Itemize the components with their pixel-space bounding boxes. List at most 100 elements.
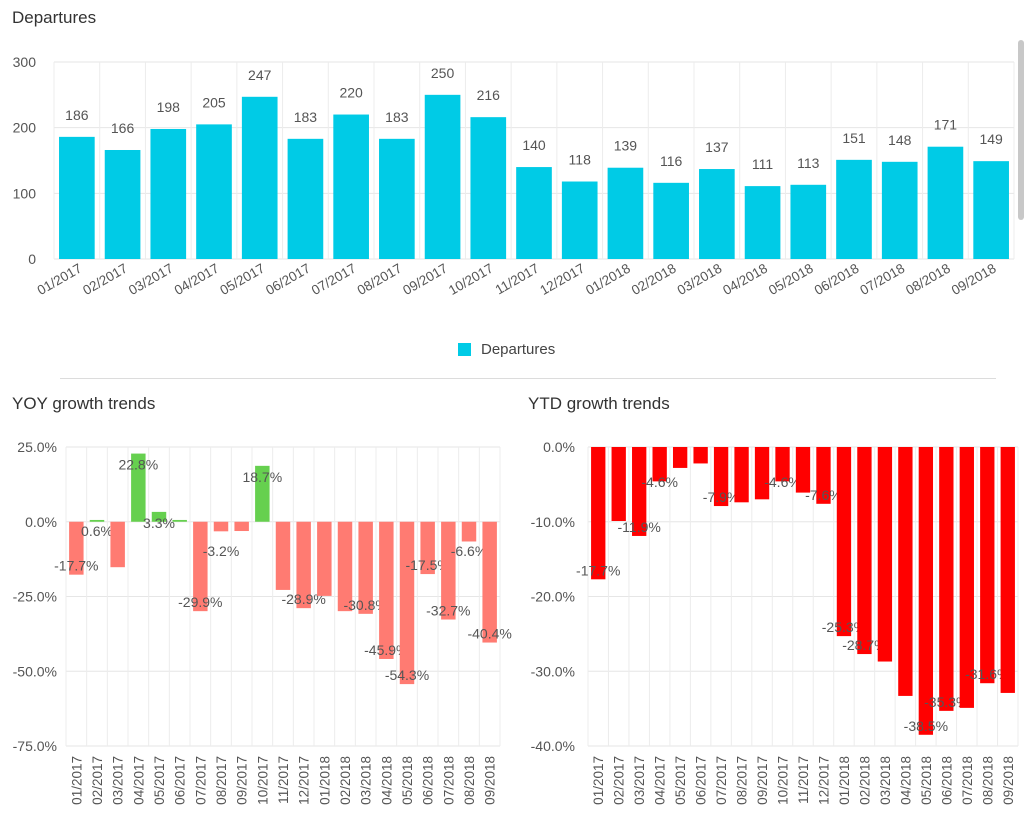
data-label: 216: [477, 87, 501, 103]
y-tick-label: 0: [28, 251, 36, 267]
data-label: -38.5%: [904, 718, 948, 734]
bar: [317, 521, 332, 596]
x-tick-label: 07/2017: [193, 756, 208, 805]
data-label: -45.9%: [364, 642, 408, 658]
y-tick-label: 25.0%: [17, 439, 57, 455]
x-tick-label: 02/2018: [857, 756, 872, 805]
data-label: 0.6%: [81, 523, 113, 539]
data-label: 113: [797, 155, 820, 171]
bar: [234, 521, 249, 532]
bar: [790, 184, 827, 259]
data-label: -17.7%: [576, 562, 620, 578]
x-tick-label: 10/2017: [255, 756, 270, 805]
bar: [816, 447, 831, 504]
bar: [980, 447, 995, 684]
bar: [836, 159, 872, 259]
data-label: 198: [157, 99, 181, 115]
data-label: -25.3%: [822, 619, 866, 635]
x-tick-label: 07/2018: [441, 756, 456, 805]
x-tick-label: 12/2017: [816, 756, 831, 805]
data-label: -6.6%: [451, 543, 488, 559]
bar: [193, 521, 208, 612]
bar: [959, 447, 974, 708]
x-tick-label: 04/2018: [379, 756, 394, 805]
bar: [713, 447, 729, 507]
x-tick-label: 05/2017: [217, 261, 267, 298]
data-label: 186: [65, 107, 89, 123]
y-tick-label: 200: [13, 120, 37, 136]
x-tick-label: 02/2017: [612, 756, 627, 805]
x-tick-label: 04/2017: [653, 756, 668, 805]
x-tick-label: 01/2017: [591, 756, 606, 805]
x-tick-label: 09/2017: [755, 756, 770, 805]
x-tick-label: 11/2017: [276, 756, 291, 804]
data-label: 149: [979, 131, 1003, 147]
x-tick-label: 09/2018: [483, 756, 498, 805]
data-label: 250: [431, 65, 455, 81]
x-tick-label: 12/2017: [297, 756, 312, 805]
data-label: 118: [569, 152, 592, 168]
bar: [653, 182, 689, 259]
x-tick-label: 08/2018: [903, 261, 953, 298]
x-tick-label: 03/2018: [675, 261, 725, 298]
bar: [607, 167, 644, 259]
bar: [918, 447, 934, 735]
data-label: -28.9%: [281, 591, 325, 607]
x-tick-label: 11/2017: [796, 756, 811, 804]
bar: [1000, 447, 1015, 693]
bar: [881, 161, 918, 259]
data-label: 22.8%: [118, 457, 158, 473]
x-tick-label: 06/2017: [173, 756, 188, 805]
x-tick-label: 03/2018: [878, 756, 893, 805]
x-tick-label: 07/2018: [960, 756, 975, 805]
bar: [652, 447, 667, 482]
x-tick-label: 11/2017: [493, 261, 542, 298]
x-tick-label: 02/2017: [80, 261, 130, 298]
x-tick-label: 09/2017: [400, 261, 450, 298]
y-tick-label: 0.0%: [543, 439, 575, 455]
bar: [672, 447, 688, 468]
divider: [60, 378, 996, 379]
y-tick-label: -40.0%: [531, 738, 575, 754]
x-tick-label: 06/2018: [812, 261, 862, 298]
data-label: -31.6%: [965, 666, 1009, 682]
data-label: -29.9%: [178, 594, 222, 610]
y-tick-label: -10.0%: [531, 514, 575, 530]
data-label: -7.9%: [703, 489, 740, 505]
bar: [110, 521, 125, 568]
bar: [358, 521, 373, 614]
scrollbar[interactable]: [1018, 40, 1024, 220]
x-tick-label: 08/2017: [355, 261, 405, 298]
bar: [877, 447, 893, 662]
data-label: -4.6%: [764, 474, 801, 490]
data-label: -32.7%: [426, 603, 470, 619]
bar: [441, 521, 456, 620]
x-tick-label: 02/2017: [90, 756, 105, 805]
bar: [424, 94, 461, 259]
x-tick-label: 01/2018: [837, 756, 852, 805]
bar: [744, 186, 781, 259]
x-tick-label: 08/2017: [214, 756, 229, 805]
bar: [379, 138, 415, 259]
x-tick-label: 09/2017: [235, 756, 250, 805]
x-tick-label: 07/2017: [309, 261, 359, 298]
x-tick-label: 01/2017: [35, 261, 85, 298]
ytd-title: YTD growth trends: [528, 394, 670, 413]
bar: [795, 447, 811, 493]
bar: [898, 447, 913, 696]
legend[interactable]: Departures: [458, 341, 555, 358]
x-tick-label: 06/2018: [421, 756, 436, 805]
data-label: -40.4%: [467, 626, 511, 642]
x-tick-label: 10/2017: [776, 756, 791, 805]
data-label: -30.8%: [343, 597, 387, 613]
data-label: 18.7%: [242, 469, 282, 485]
x-tick-label: 04/2017: [172, 261, 222, 298]
data-label: -17.7%: [54, 558, 98, 574]
x-tick-label: 05/2018: [766, 261, 816, 298]
data-label: 140: [522, 137, 546, 153]
bar: [699, 169, 735, 259]
bar: [213, 521, 229, 532]
bar: [516, 167, 552, 259]
bar: [151, 511, 167, 522]
